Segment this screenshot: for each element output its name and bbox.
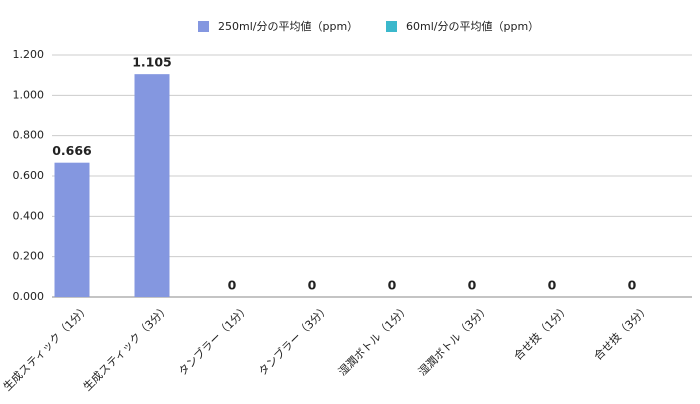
y-tick-label: 0.200 <box>13 250 45 263</box>
value-label: 1.105 <box>132 55 172 70</box>
y-tick-label: 0.400 <box>13 209 45 222</box>
x-tick-label: 生成スティック（1分） <box>0 301 92 393</box>
value-label: 0 <box>548 278 557 293</box>
bar <box>54 162 90 297</box>
x-tick-label: 合せ技（1分） <box>511 301 573 363</box>
legend-swatch <box>386 21 397 32</box>
x-tick-label: タンブラー（1分） <box>175 301 252 378</box>
value-label: 0 <box>388 278 397 293</box>
x-tick-label: タンブラー（3分） <box>255 301 332 378</box>
value-label: 0 <box>228 278 237 293</box>
y-tick-label: 1.000 <box>13 88 45 101</box>
y-tick-label: 0.600 <box>13 169 45 182</box>
legend-swatch <box>198 21 209 32</box>
x-tick-label: 生成スティック（3分） <box>80 301 172 393</box>
legend-label: 250ml/分の平均値（ppm） <box>218 20 358 33</box>
y-tick-label: 0.800 <box>13 129 45 142</box>
value-label: 0 <box>468 278 477 293</box>
y-tick-label: 0.000 <box>13 290 45 303</box>
bar <box>134 74 170 298</box>
x-tick-label: 合せ技（3分） <box>591 301 653 363</box>
value-label: 0.666 <box>52 143 92 158</box>
value-label: 0 <box>628 278 637 293</box>
y-tick-label: 1.200 <box>13 48 45 61</box>
legend-label: 60ml/分の平均値（ppm） <box>406 20 539 33</box>
x-tick-label: 湿潤ボトル（3分） <box>416 302 492 378</box>
x-tick-label: 湿潤ボトル（1分） <box>336 302 412 378</box>
value-label: 0 <box>308 278 317 293</box>
